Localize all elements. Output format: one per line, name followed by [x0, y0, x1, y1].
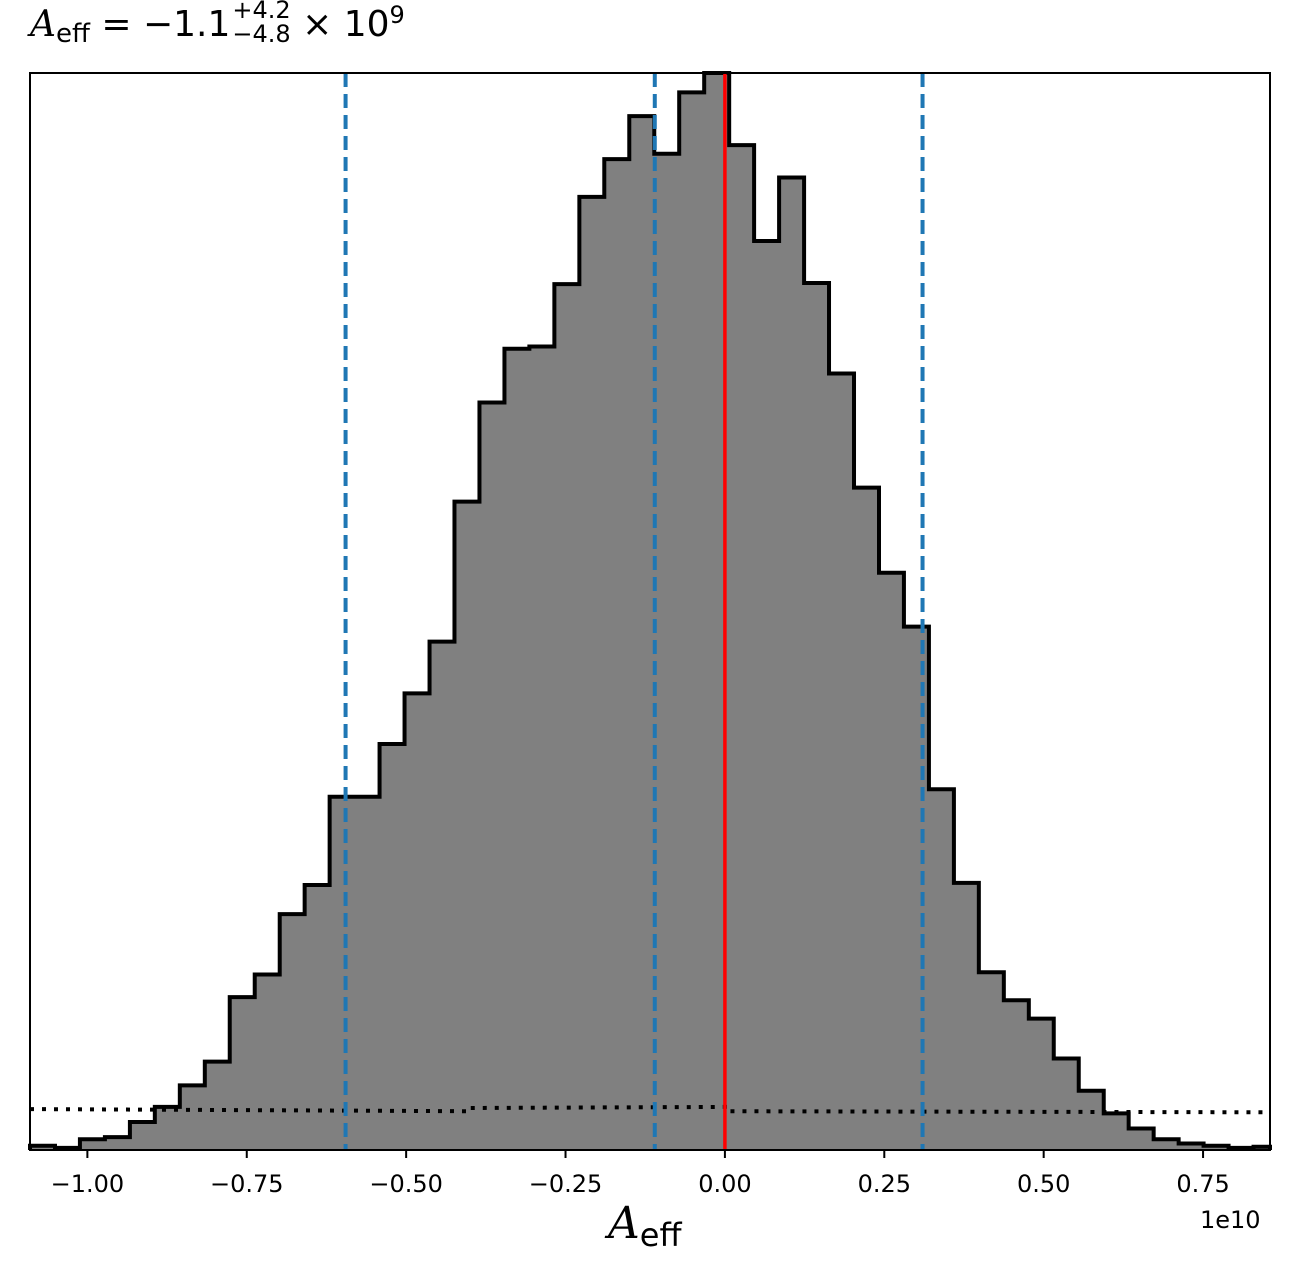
- histogram-bar: [429, 641, 455, 1150]
- histogram-bar: [779, 177, 805, 1150]
- histogram-bar: [654, 153, 680, 1150]
- x-tick-label: −0.25: [529, 1170, 603, 1198]
- histogram-bar: [529, 346, 555, 1151]
- x-tick-label: 0.25: [858, 1170, 911, 1198]
- title-scale: × 10: [290, 4, 390, 45]
- histogram-bar: [1128, 1128, 1155, 1150]
- title-upper-error: +4.2: [232, 0, 291, 24]
- histogram-bar: [179, 1085, 206, 1150]
- title-scale-exponent: 9: [389, 1, 405, 29]
- histogram-bar: [504, 348, 530, 1150]
- histogram-bar: [579, 196, 605, 1151]
- histogram-bar: [279, 914, 306, 1150]
- x-axis-label: Aeff: [608, 1202, 682, 1254]
- histogram-bar: [1078, 1090, 1105, 1150]
- histogram-bar: [754, 241, 780, 1151]
- histogram-bar: [254, 974, 281, 1150]
- histogram-bar: [928, 789, 955, 1150]
- x-tick-label: 0.00: [698, 1170, 751, 1198]
- histogram-bar: [329, 796, 356, 1150]
- histogram-bar: [404, 693, 431, 1150]
- xlabel-symbol: A: [608, 1198, 640, 1249]
- histogram-bar: [229, 997, 256, 1150]
- title-median: = −1.1: [89, 4, 231, 45]
- histogram-bar: [379, 743, 406, 1150]
- histogram-bar: [1153, 1139, 1180, 1150]
- histogram-bar: [554, 284, 580, 1150]
- x-axis-offset-label: 1e10: [1200, 1206, 1261, 1234]
- histogram-bar: [154, 1106, 181, 1150]
- x-tick-label: −0.50: [369, 1170, 443, 1198]
- histogram-bar: [79, 1139, 106, 1150]
- histogram-bar: [1203, 1145, 1230, 1150]
- histogram-bar: [1028, 1018, 1055, 1150]
- x-tick-label: 0.50: [1017, 1170, 1070, 1198]
- histogram-bar: [1178, 1143, 1205, 1150]
- histogram-bar: [454, 501, 480, 1150]
- axes-frame: [29, 72, 1271, 1151]
- xlabel-subscript: eff: [639, 1216, 682, 1254]
- histogram-bar: [679, 92, 705, 1151]
- histogram-bar: [829, 373, 855, 1150]
- histogram-bar: [479, 402, 505, 1150]
- histogram-bar: [978, 972, 1005, 1150]
- histogram-bar: [30, 1145, 56, 1150]
- histogram-bar: [854, 487, 880, 1150]
- histogram-bar: [629, 116, 655, 1151]
- prior-line: [29, 1104, 1271, 1115]
- histogram-bar: [129, 1121, 156, 1150]
- histogram-bar: [1103, 1113, 1130, 1150]
- histogram-bar: [204, 1061, 231, 1150]
- x-tick-label: −1.00: [51, 1170, 125, 1198]
- histogram-bar: [354, 796, 381, 1150]
- title-symbol: A: [30, 4, 56, 45]
- histogram-bar: [953, 882, 980, 1150]
- histogram-bar: [604, 159, 630, 1150]
- x-tick-label: −0.75: [210, 1170, 284, 1198]
- x-tick-label: 0.75: [1176, 1170, 1229, 1198]
- histogram-bar: [304, 885, 331, 1150]
- title-subscript: eff: [56, 19, 90, 49]
- histogram-outline: [28, 71, 1272, 1150]
- histogram-bar: [804, 283, 830, 1150]
- histogram-bar: [104, 1137, 131, 1150]
- title-lower-error: −4.8: [232, 20, 291, 48]
- chart-title: Aeff = −1.1 +4.2 −4.8 × 109: [30, 0, 405, 50]
- histogram-bar: [1003, 1000, 1030, 1150]
- histogram-bar: [903, 626, 930, 1150]
- histogram-bar: [729, 145, 755, 1150]
- histogram-bar: [1053, 1058, 1080, 1150]
- histogram-bar: [879, 572, 905, 1150]
